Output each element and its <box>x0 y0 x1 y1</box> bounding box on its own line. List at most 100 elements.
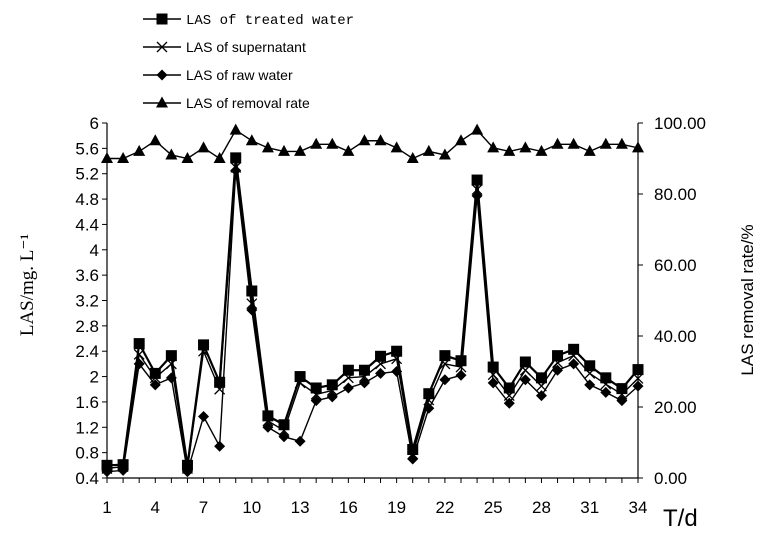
y-tick-label: 3.2 <box>75 292 99 311</box>
data-point <box>406 152 419 163</box>
data-point <box>503 397 515 409</box>
legend-label: LAS of removal rate <box>186 95 310 111</box>
x-tick-label: 16 <box>339 498 358 517</box>
legend-label: LAS of supernatant <box>186 39 306 55</box>
data-point <box>342 364 354 376</box>
data-point <box>294 435 306 447</box>
data-point <box>230 152 242 164</box>
data-point <box>600 386 612 398</box>
y-axis-label: LAS/mg. L⁻¹ <box>17 234 38 337</box>
data-point <box>278 419 290 431</box>
data-point <box>535 390 547 402</box>
data-point <box>568 343 580 355</box>
y-tick-label: 2.8 <box>75 317 99 336</box>
x-tick-label: 1 <box>102 498 111 517</box>
data-point <box>214 440 226 452</box>
data-point <box>407 453 419 465</box>
data-point <box>261 141 274 153</box>
y-tick-label: 0.4 <box>75 469 99 488</box>
data-point <box>551 137 564 149</box>
data-point <box>310 137 323 149</box>
data-point <box>342 382 354 394</box>
y-tick-label: 6 <box>90 114 99 133</box>
data-point <box>149 134 162 146</box>
data-point <box>165 148 178 160</box>
data-point <box>535 144 548 156</box>
series-line <box>106 170 639 473</box>
data-point <box>632 380 644 392</box>
data-point <box>133 338 145 350</box>
y2-tick-label: 20.00 <box>654 398 697 417</box>
data-point <box>439 374 451 386</box>
y2-tick-label: 100.00 <box>654 114 706 133</box>
data-point <box>616 383 628 395</box>
series-line <box>107 129 639 160</box>
data-point <box>583 144 596 156</box>
x-axis-label: T/d <box>663 505 698 532</box>
data-point <box>117 152 130 163</box>
data-point <box>471 123 484 135</box>
data-point <box>214 376 226 388</box>
data-point <box>438 148 451 160</box>
data-point <box>439 350 451 362</box>
data-point <box>262 410 274 422</box>
data-point <box>149 379 161 391</box>
data-point <box>198 411 210 423</box>
data-point <box>213 152 226 163</box>
y2-tick-label: 60.00 <box>654 256 697 275</box>
legend-marker <box>156 69 168 81</box>
data-point <box>326 379 338 391</box>
x-tick-label: 4 <box>151 498 160 517</box>
legend: LAS of treated water LAS of supernatant LA… <box>143 13 354 111</box>
data-point <box>552 350 564 362</box>
data-point <box>181 459 193 471</box>
data-point <box>615 137 628 149</box>
data-point <box>487 361 499 373</box>
legend-marker <box>156 96 168 108</box>
data-point <box>278 431 290 443</box>
x-tick-label: 19 <box>387 498 406 517</box>
legend-label: LAS of raw water <box>186 67 293 83</box>
data-point <box>310 382 322 394</box>
legend-label: LAS of treated water <box>186 13 354 29</box>
series-square <box>101 152 644 471</box>
data-point <box>375 367 387 379</box>
x-tick-label: 13 <box>291 498 310 517</box>
y2-tick-label: 40.00 <box>654 327 697 346</box>
x-tick-label: 31 <box>580 498 599 517</box>
series-layer <box>101 123 644 478</box>
data-point <box>423 388 435 400</box>
series-triangle <box>101 123 644 163</box>
data-point <box>310 395 322 407</box>
data-point <box>326 391 338 403</box>
y-tick-label: 1.6 <box>75 393 99 412</box>
x-tick-label: 10 <box>242 498 261 517</box>
series-x <box>101 161 644 474</box>
data-point <box>568 358 580 370</box>
data-point <box>294 371 306 383</box>
data-point <box>181 152 194 163</box>
y2-axis-label: LAS removal rate/% <box>738 224 757 375</box>
data-point <box>455 355 467 367</box>
series-diamond <box>101 165 644 478</box>
data-point <box>519 141 532 153</box>
data-point <box>535 372 547 384</box>
data-point <box>101 152 113 163</box>
data-point <box>358 134 371 146</box>
y-tick-label: 1.2 <box>75 418 99 437</box>
data-point <box>632 141 644 153</box>
series-line <box>106 157 639 467</box>
y-tick-label: 0.8 <box>75 444 99 463</box>
x-tick-label: 7 <box>199 498 208 517</box>
x-tick-label: 25 <box>484 498 503 517</box>
data-point <box>198 339 210 351</box>
data-point <box>358 377 370 389</box>
data-point <box>487 377 499 389</box>
data-point <box>407 443 419 455</box>
data-point <box>342 144 355 156</box>
data-point <box>133 144 146 156</box>
data-point <box>599 137 612 149</box>
data-point <box>246 298 258 310</box>
data-point <box>519 356 531 368</box>
data-point <box>471 174 483 186</box>
